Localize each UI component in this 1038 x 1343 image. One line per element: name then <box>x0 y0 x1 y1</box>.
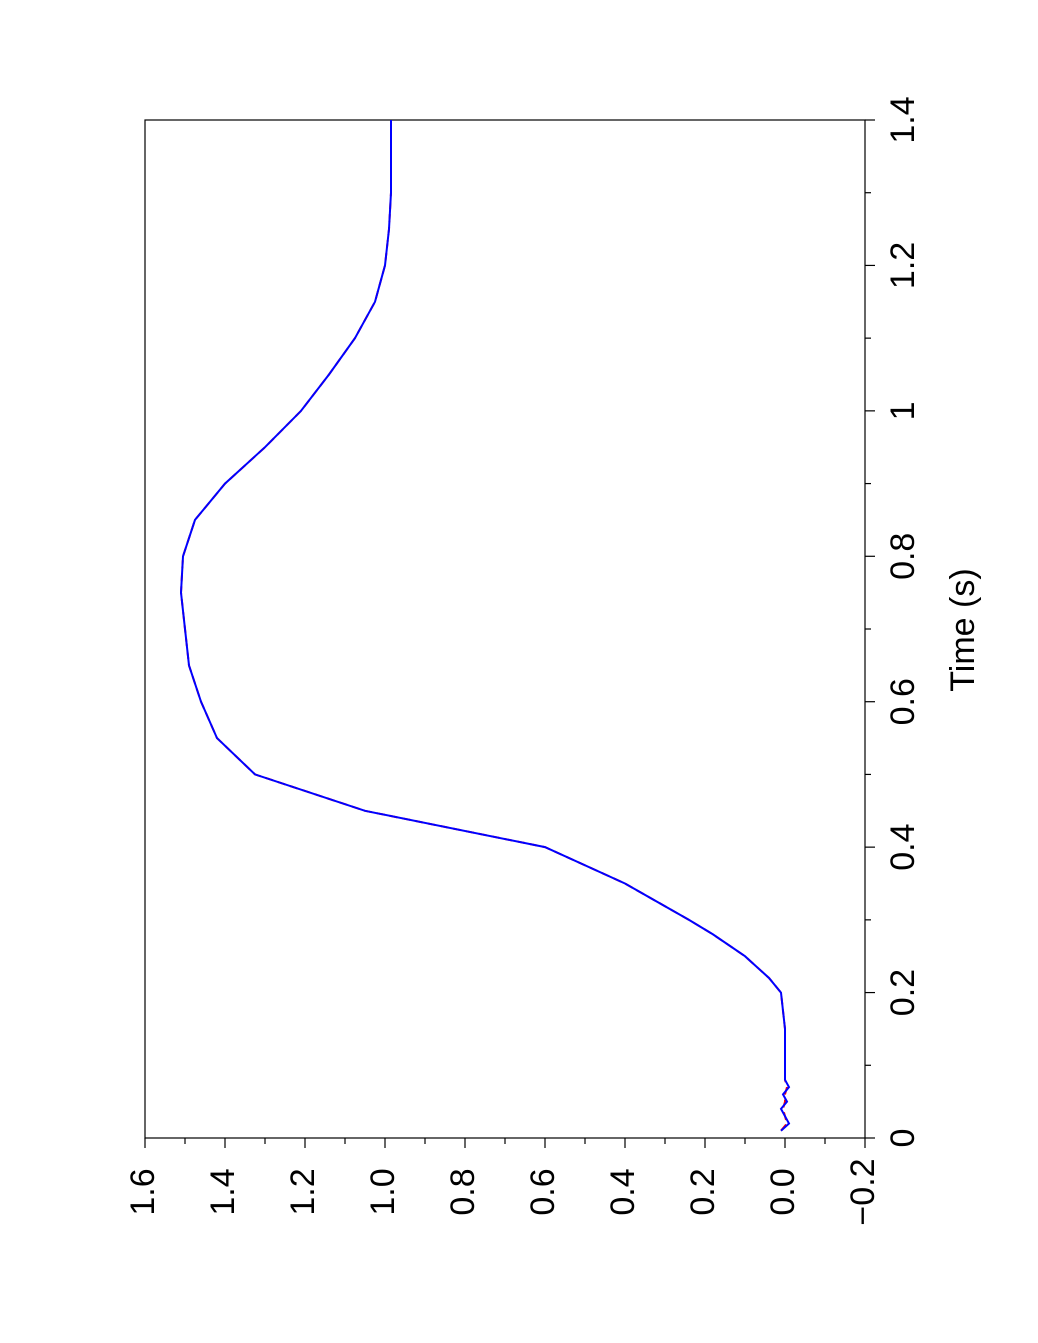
series-line <box>179 120 789 1132</box>
y-tick-label: 1.6 <box>124 1168 162 1215</box>
y-tick-label: 1.0 <box>364 1168 402 1215</box>
y-tick-label: 1.4 <box>204 1168 242 1215</box>
y-tick-label: 0.4 <box>604 1168 642 1215</box>
y-tick-label: 0.0 <box>764 1168 802 1215</box>
y-tick-label: −0.2 <box>844 1158 882 1225</box>
x-tick-label: 0.4 <box>884 824 922 871</box>
x-tick-label: 0.2 <box>884 969 922 1016</box>
x-tick-label: 1.4 <box>884 96 922 143</box>
y-tick-label: 1.2 <box>284 1168 322 1215</box>
x-tick-label: 1 <box>884 401 922 420</box>
y-tick-label: 0.2 <box>684 1168 722 1215</box>
y-tick-label: 0.6 <box>524 1168 562 1215</box>
x-tick-label: 0 <box>884 1129 922 1148</box>
y-tick-label: 0.8 <box>444 1168 482 1215</box>
x-tick-label: 0.6 <box>884 678 922 725</box>
x-tick-label: 0.8 <box>884 533 922 580</box>
x-axis-label: Time (s) <box>944 568 982 691</box>
x-tick-label: 1.2 <box>884 242 922 289</box>
series-line <box>179 120 791 1132</box>
plot-frame <box>144 119 866 1139</box>
